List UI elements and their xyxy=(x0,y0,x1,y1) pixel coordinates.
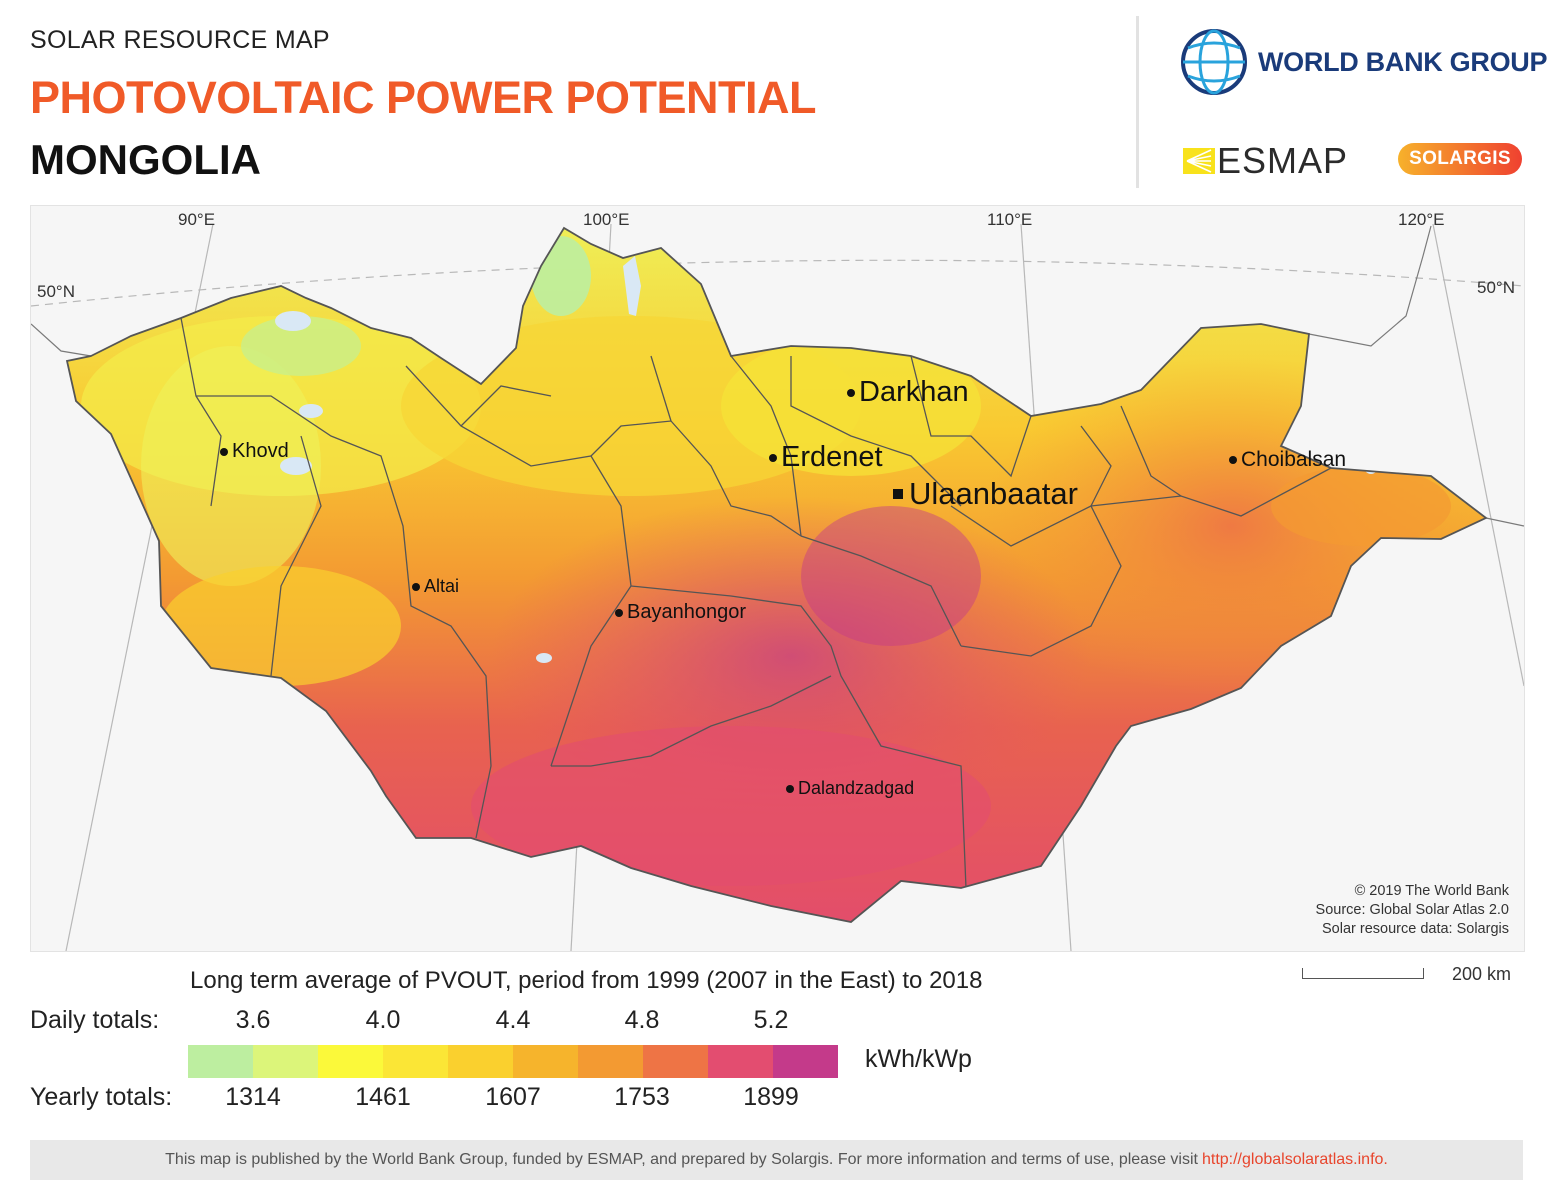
city-label: Dalandzadgad xyxy=(798,778,915,798)
legend-unit: kWh/kWp xyxy=(865,1045,972,1073)
city-dalandzadgad[interactable]: Dalandzadgad xyxy=(786,778,914,799)
city-label: Bayanhongor xyxy=(627,601,746,623)
globe-icon xyxy=(1181,29,1247,95)
city-bayanhongor[interactable]: Bayanhongor xyxy=(615,601,746,624)
yearly-value: 1753 xyxy=(614,1083,670,1111)
daily-value: 5.2 xyxy=(753,1006,789,1034)
sunburst-icon xyxy=(1183,148,1215,174)
credit-line: © 2019 The World Bank xyxy=(1354,883,1509,899)
yearly-value: 1899 xyxy=(743,1083,799,1111)
yearly-value: 1607 xyxy=(485,1083,541,1111)
city-marker xyxy=(412,582,420,591)
capital-marker xyxy=(893,489,903,499)
city-label: Darkhan xyxy=(859,376,969,408)
solargis-logo[interactable]: SOLARGIS xyxy=(1398,143,1522,175)
city-marker xyxy=(847,388,855,397)
lon-label-100: 100°E xyxy=(583,210,630,229)
legend-swatch xyxy=(383,1045,448,1078)
neighbor-borders xyxy=(31,225,1524,527)
city-label: Khovd xyxy=(232,440,289,462)
legend-swatch xyxy=(318,1045,383,1078)
map-canvas[interactable] xyxy=(31,206,1524,951)
lon-label-90: 90°E xyxy=(178,210,216,229)
map-panel[interactable]: 90°E 100°E 110°E 120°E 50°N 50°N Darkhan… xyxy=(30,205,1525,952)
legend-swatch xyxy=(643,1045,708,1078)
legend-swatch xyxy=(708,1045,773,1078)
city-marker xyxy=(769,453,777,462)
legend-swatch xyxy=(448,1045,513,1078)
header-divider xyxy=(1136,16,1139,188)
legend-swatch xyxy=(578,1045,643,1078)
city-marker xyxy=(786,784,794,793)
city-altai[interactable]: Altai xyxy=(412,576,459,597)
city-label: Ulaanbaatar xyxy=(909,476,1078,511)
daily-value: 4.0 xyxy=(365,1006,401,1034)
world-bank-text: WORLD BANK GROUP xyxy=(1258,46,1548,77)
daily-totals-label: Daily totals: xyxy=(30,1006,160,1034)
legend-swatch xyxy=(773,1045,838,1078)
scale-label: 200 km xyxy=(1452,964,1512,984)
footer-bar: This map is published by the World Bank … xyxy=(30,1140,1523,1180)
map-credits: © 2019 The World Bank Source: Global Sol… xyxy=(1316,882,1509,939)
credit-line: Solar resource data: Solargis xyxy=(1322,921,1509,937)
esmap-text: ESMAP xyxy=(1217,140,1349,181)
city-choibalsan[interactable]: Choibalsan xyxy=(1229,448,1346,472)
country-title: MONGOLIA xyxy=(30,136,261,183)
lat-label-right: 50°N xyxy=(1477,278,1515,297)
yearly-value: 1314 xyxy=(225,1083,281,1111)
city-erdenet[interactable]: Erdenet xyxy=(769,441,883,474)
daily-value: 4.4 xyxy=(495,1006,531,1034)
world-bank-logo[interactable]: WORLD BANK GROUP xyxy=(1180,28,1547,96)
page-title: PHOTOVOLTAIC POWER POTENTIAL xyxy=(30,72,817,123)
atlas-link[interactable]: http://globalsolaratlas.info. xyxy=(1201,1151,1388,1168)
city-marker xyxy=(1229,456,1237,464)
city-marker xyxy=(220,447,228,456)
city-khovd[interactable]: Khovd xyxy=(220,440,289,463)
yearly-value: 1461 xyxy=(355,1083,411,1111)
legend-swatch xyxy=(253,1045,318,1078)
lon-label-120: 120°E xyxy=(1398,210,1445,229)
mongolia-border xyxy=(65,226,1488,923)
lon-label-110: 110°E xyxy=(987,210,1033,229)
esmap-logo[interactable]: ESMAP xyxy=(1183,140,1348,182)
city-label: Choibalsan xyxy=(1241,448,1347,471)
daily-value: 3.6 xyxy=(235,1006,271,1034)
footer-text: This map is published by the World Bank … xyxy=(165,1151,1198,1168)
lat-label-left: 50°N xyxy=(37,282,75,301)
legend-caption: Long term average of PVOUT, period from … xyxy=(190,967,983,994)
yearly-totals-label: Yearly totals: xyxy=(30,1083,173,1111)
city-label: Erdenet xyxy=(781,441,883,473)
kicker: SOLAR RESOURCE MAP xyxy=(30,26,330,54)
legend-swatch xyxy=(188,1045,253,1078)
legend-color-ramp xyxy=(188,1045,838,1078)
city-darkhan[interactable]: Darkhan xyxy=(847,376,969,409)
city-ulaanbaatar[interactable]: Ulaanbaatar xyxy=(893,476,1078,512)
legend-swatch xyxy=(513,1045,578,1078)
daily-value: 4.8 xyxy=(624,1006,660,1034)
city-marker xyxy=(615,608,623,617)
province-borders xyxy=(180,317,1332,889)
pvout-raster xyxy=(67,228,1486,922)
credit-line: Source: Global Solar Atlas 2.0 xyxy=(1315,902,1509,918)
city-label: Altai xyxy=(424,576,460,596)
scale-bar xyxy=(1302,968,1424,979)
